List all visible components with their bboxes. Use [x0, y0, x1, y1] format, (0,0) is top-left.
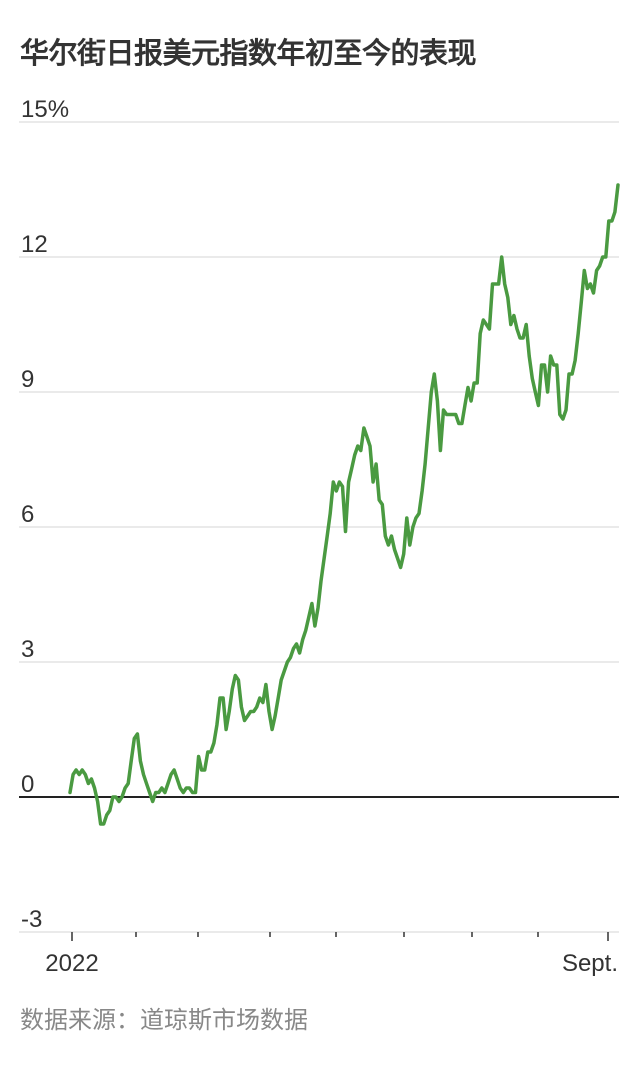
line-chart: 15% 12 9 6 3 0 -3 2022 Sept. [19, 96, 620, 977]
y-tick-label: -3 [21, 906, 42, 933]
y-tick-label: 6 [21, 501, 34, 528]
chart-title: 华尔街日报美元指数年初至今的表现 [20, 36, 477, 70]
x-axis: 2022 Sept. [45, 932, 618, 977]
y-tick-label: 0 [21, 771, 34, 798]
x-tick-label-start: 2022 [45, 950, 98, 977]
y-tick-label: 3 [21, 636, 34, 663]
y-tick-label: 9 [21, 366, 34, 393]
source-note: 数据来源：道琼斯市场数据 [20, 1006, 308, 1034]
dollar-index-series-line [68, 183, 620, 826]
y-axis-labels: 15% 12 9 6 3 0 -3 [21, 96, 69, 933]
gridlines [19, 121, 619, 933]
y-tick-label: 12 [21, 231, 48, 258]
series-layer [68, 183, 620, 826]
y-tick-label: 15% [21, 96, 69, 123]
x-tick-label-end: Sept. [562, 950, 618, 977]
